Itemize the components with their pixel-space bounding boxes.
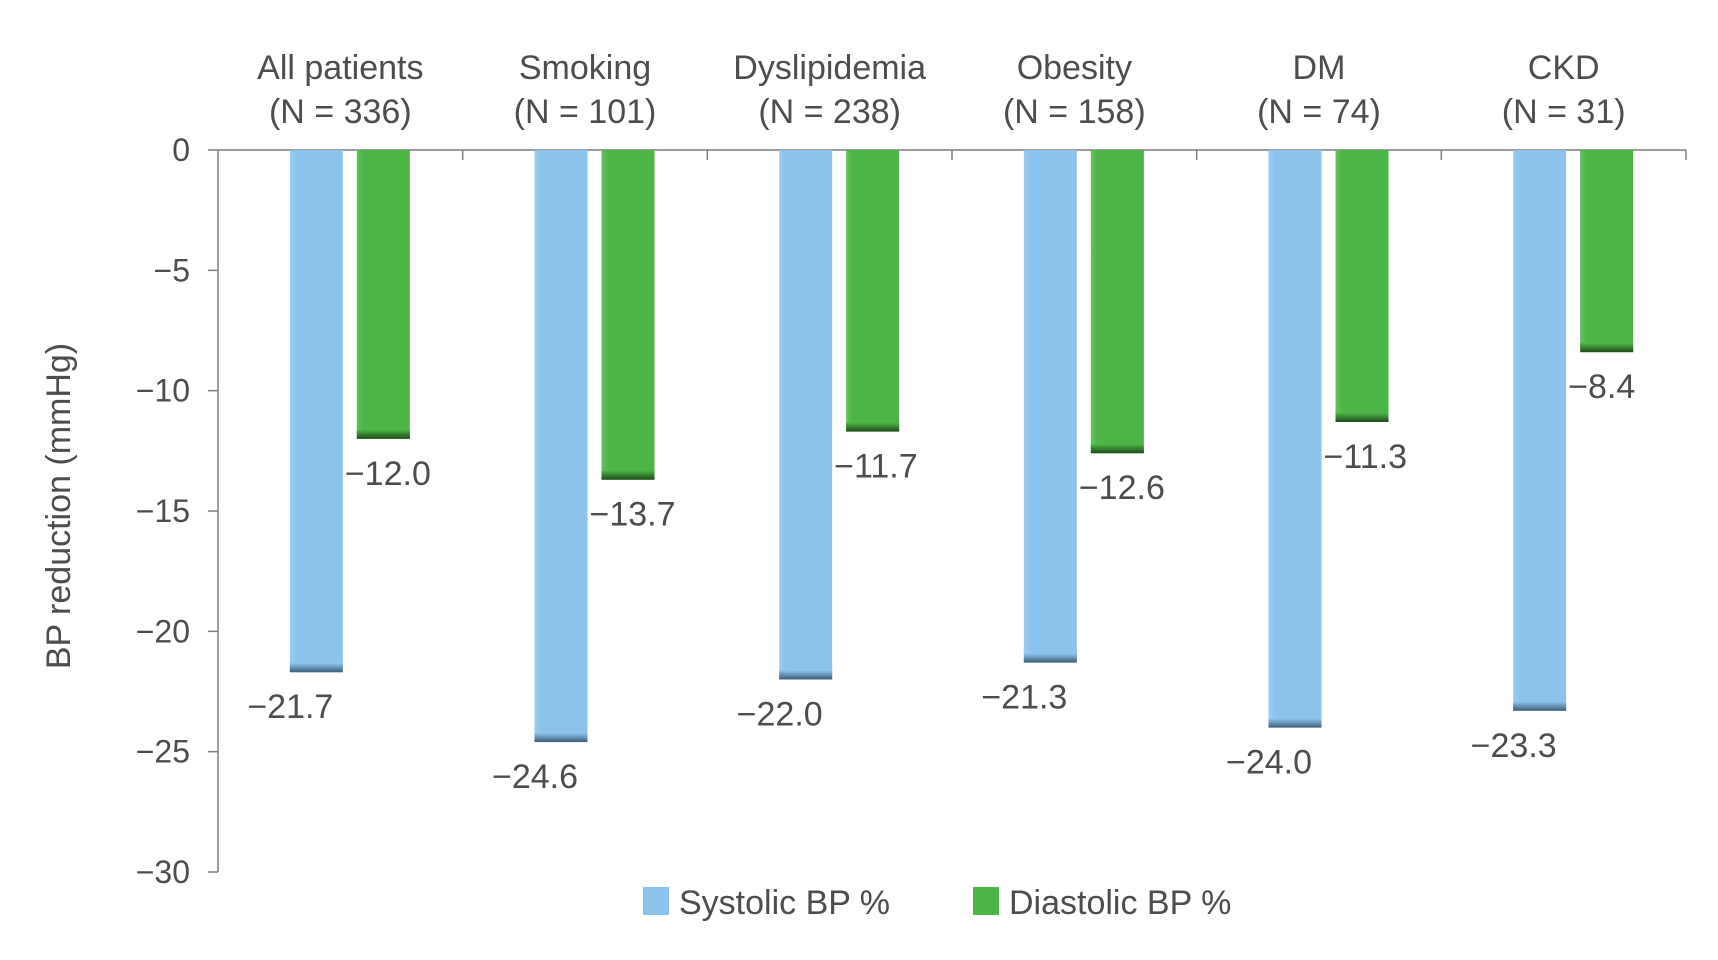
legend-label: Systolic BP % — [679, 884, 890, 922]
diastolic-data-label: −11.3 — [1324, 438, 1408, 476]
bar-body — [601, 150, 655, 480]
bar-body — [534, 150, 588, 743]
y-tick-label: −20 — [136, 613, 190, 649]
legend-item: Systolic BP % — [643, 884, 890, 922]
diastolic-bar — [601, 150, 655, 480]
bar-bottom-edge — [289, 663, 343, 673]
diastolic-bar — [1090, 150, 1144, 454]
category-count-label: (N = 74) — [1257, 93, 1381, 131]
bar-body — [1513, 150, 1567, 711]
category-label: Dyslipidemia — [733, 49, 926, 87]
bar-bottom-edge — [1268, 718, 1322, 728]
bars-group — [289, 150, 1634, 743]
bar-bottom-edge — [356, 429, 410, 439]
category-label: CKD — [1528, 49, 1600, 87]
y-tick-label: −30 — [136, 854, 190, 890]
y-tick-label: −5 — [154, 252, 190, 288]
y-tick-label: 0 — [172, 132, 190, 168]
diastolic-data-label: −12.0 — [345, 455, 431, 493]
diastolic-data-label: −11.7 — [834, 448, 918, 486]
category-count-label: (N = 158) — [1003, 93, 1146, 131]
bar-body — [846, 150, 900, 432]
diastolic-data-label: −13.7 — [590, 496, 676, 534]
diastolic-bar — [1335, 150, 1389, 422]
y-tick-label: −25 — [136, 734, 190, 770]
y-tick-label: −15 — [136, 493, 190, 529]
systolic-bar — [534, 150, 588, 743]
bar-bottom-edge — [779, 670, 833, 680]
legend-swatch-diastolic — [973, 887, 999, 915]
y-axis-title: BP reduction (mmHg) — [40, 343, 78, 669]
bar-bottom-edge — [534, 733, 588, 743]
category-label: Smoking — [519, 49, 651, 87]
category-count-label: (N = 336) — [269, 93, 412, 131]
category-label: DM — [1293, 49, 1346, 87]
legend-swatch-systolic — [643, 887, 669, 915]
legend-item: Diastolic BP % — [973, 884, 1231, 922]
systolic-data-label: −21.7 — [247, 688, 333, 726]
category-count-label: (N = 101) — [514, 93, 657, 131]
bar-body — [1335, 150, 1389, 422]
category-count-label: (N = 31) — [1502, 93, 1626, 131]
bar-body — [1023, 150, 1077, 663]
labels-group: All patients (N = 336) Smoking (N = 101) Dys… — [247, 49, 1635, 796]
bar-body — [1580, 150, 1634, 353]
bar-body — [1090, 150, 1144, 454]
systolic-data-label: −21.3 — [981, 679, 1067, 717]
category-count-label: (N = 238) — [758, 93, 901, 131]
bar-body — [289, 150, 343, 673]
bar-bottom-edge — [1090, 444, 1144, 454]
systolic-data-label: −22.0 — [737, 695, 823, 733]
bar-bottom-edge — [1023, 653, 1077, 663]
bar-bottom-edge — [601, 470, 655, 480]
y-tick-label: −10 — [136, 373, 190, 409]
bar-body — [1268, 150, 1322, 728]
bar-body — [356, 150, 410, 439]
systolic-data-label: −23.3 — [1471, 727, 1557, 765]
bar-bottom-edge — [1335, 412, 1389, 422]
systolic-bar — [1023, 150, 1077, 663]
bar-body — [779, 150, 833, 680]
category-label: Obesity — [1017, 49, 1132, 87]
category-label: All patients — [257, 49, 423, 87]
bar-bottom-edge — [846, 422, 900, 432]
systolic-bar — [1268, 150, 1322, 728]
systolic-bar — [1513, 150, 1567, 711]
diastolic-bar — [1580, 150, 1634, 353]
systolic-bar — [289, 150, 343, 673]
axes-group: 0 −5 −10 −15 −20 −25 −30 BP reduction (mmHg) — [40, 132, 1687, 890]
diastolic-data-label: −8.4 — [1568, 368, 1635, 406]
systolic-data-label: −24.0 — [1226, 744, 1312, 782]
legend: Systolic BP % Diastolic BP % — [643, 884, 1231, 922]
diastolic-data-label: −12.6 — [1079, 469, 1165, 507]
diastolic-bar — [846, 150, 900, 432]
systolic-bar — [779, 150, 833, 680]
diastolic-bar — [356, 150, 410, 439]
bar-bottom-edge — [1580, 343, 1634, 353]
legend-label: Diastolic BP % — [1009, 884, 1231, 922]
bar-bottom-edge — [1513, 701, 1567, 711]
systolic-data-label: −24.6 — [492, 758, 578, 796]
